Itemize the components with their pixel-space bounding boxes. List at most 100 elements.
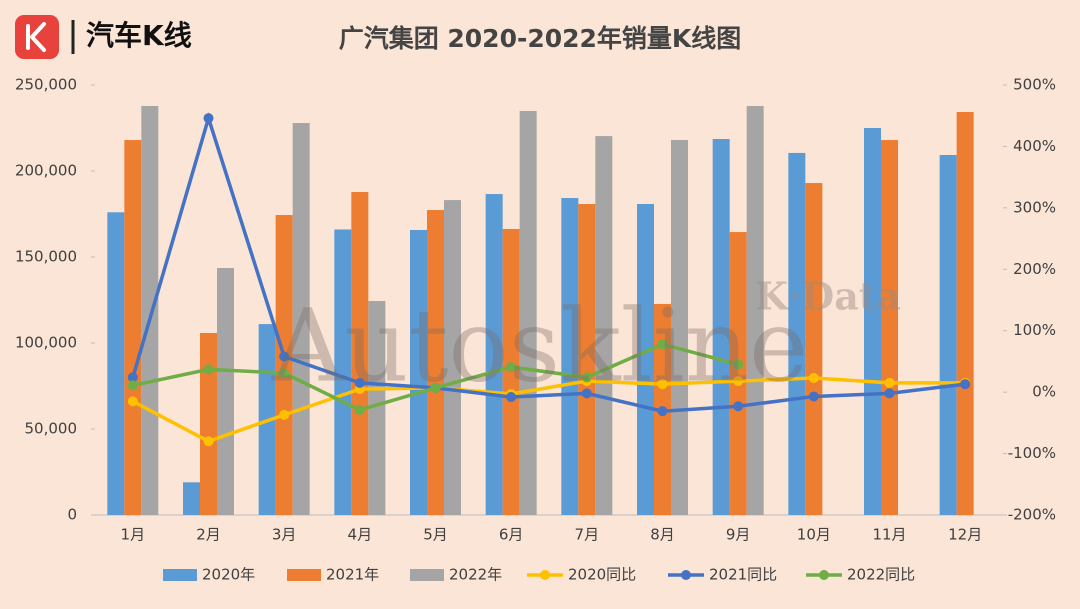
y2-tick-label: 100% bbox=[1013, 321, 1056, 339]
bar bbox=[637, 204, 654, 516]
x-tick-label: 6月 bbox=[499, 526, 524, 544]
y2-tick-label: -200% bbox=[1008, 506, 1056, 524]
watermark-sub: K·Data bbox=[755, 274, 901, 319]
bar bbox=[502, 228, 520, 516]
logo bbox=[15, 15, 75, 59]
x-tick-label: 10月 bbox=[797, 526, 831, 544]
line bbox=[132, 376, 966, 444]
point bbox=[657, 379, 668, 390]
point bbox=[279, 368, 290, 379]
bar bbox=[519, 110, 537, 516]
bar bbox=[881, 140, 898, 516]
legend-swatch bbox=[410, 569, 444, 581]
bar bbox=[200, 333, 217, 515]
bar bbox=[805, 183, 823, 516]
logo-box bbox=[15, 15, 59, 59]
point bbox=[960, 379, 971, 390]
x-tick-label: 11月 bbox=[872, 526, 906, 544]
bar bbox=[141, 105, 159, 515]
y-tick-label: 250,000 bbox=[15, 76, 77, 94]
point bbox=[354, 377, 365, 388]
watermark: Autoskline bbox=[271, 288, 808, 405]
chart-title: 广汽集团 2020-2022年销量K线图 bbox=[339, 24, 742, 53]
point bbox=[279, 351, 290, 362]
x-tick-label: 1月 bbox=[121, 526, 146, 544]
x-tick-label: 5月 bbox=[423, 526, 448, 544]
point bbox=[733, 376, 744, 387]
x-tick-label: 8月 bbox=[650, 526, 675, 544]
x-tick-label: 7月 bbox=[575, 526, 600, 544]
point bbox=[808, 391, 819, 402]
x-tick-label: 3月 bbox=[272, 526, 297, 544]
point bbox=[808, 373, 819, 384]
point bbox=[506, 392, 517, 403]
legend-label: 2021同比 bbox=[709, 566, 777, 584]
legend-swatch bbox=[287, 569, 321, 581]
bar bbox=[217, 268, 234, 515]
y2-tick-label: 400% bbox=[1013, 137, 1056, 155]
point bbox=[127, 380, 138, 391]
y-tick-label: 100,000 bbox=[15, 334, 77, 352]
point bbox=[203, 113, 214, 124]
bar bbox=[561, 198, 579, 515]
point bbox=[657, 339, 668, 350]
bar bbox=[368, 301, 386, 515]
point bbox=[506, 361, 517, 372]
point bbox=[581, 388, 592, 399]
y-tick-label: 50,000 bbox=[25, 420, 78, 438]
point bbox=[430, 382, 441, 393]
bar bbox=[292, 123, 310, 516]
bar bbox=[864, 128, 881, 515]
bar bbox=[956, 112, 974, 515]
brand: 汽车K线 bbox=[86, 19, 192, 52]
plot: 0 50,000 100,000 150,000 200,000 250,000 -200%… bbox=[15, 76, 1056, 584]
bar bbox=[410, 229, 427, 515]
y2-tick-label: 500% bbox=[1013, 76, 1056, 94]
bar bbox=[107, 212, 125, 515]
y-tick-label: 0 bbox=[67, 506, 77, 524]
bar bbox=[788, 152, 806, 515]
x-tick-label: 4月 bbox=[348, 526, 373, 544]
point bbox=[203, 436, 214, 447]
bar bbox=[275, 215, 293, 516]
x-tick-label: 9月 bbox=[726, 526, 751, 544]
bar bbox=[427, 210, 444, 515]
point bbox=[884, 388, 895, 399]
y2-tick-label: 0% bbox=[1032, 383, 1056, 401]
legend-label: 2022同比 bbox=[847, 566, 915, 584]
point bbox=[884, 377, 895, 388]
point bbox=[279, 409, 290, 420]
bar bbox=[595, 136, 613, 516]
y-tick-label: 150,000 bbox=[15, 248, 77, 266]
point bbox=[127, 396, 138, 407]
bar bbox=[334, 229, 352, 516]
point bbox=[127, 372, 138, 383]
legend-swatch-dot bbox=[681, 570, 691, 580]
bar bbox=[729, 232, 747, 515]
y2-tick-label: -100% bbox=[1008, 444, 1056, 462]
legend-label: 2020同比 bbox=[568, 566, 636, 584]
legend-swatch-dot bbox=[819, 570, 829, 580]
bar bbox=[351, 191, 369, 515]
bar bbox=[183, 482, 200, 515]
bar bbox=[578, 204, 596, 516]
point bbox=[733, 359, 744, 370]
y2-tick-label: 200% bbox=[1013, 260, 1056, 278]
legend-label: 2022年 bbox=[449, 566, 502, 584]
bar bbox=[444, 200, 461, 515]
legend-swatch bbox=[163, 569, 197, 581]
y-tick-label: 200,000 bbox=[15, 162, 77, 180]
y2-tick-label: 300% bbox=[1013, 198, 1056, 216]
bar bbox=[485, 194, 503, 515]
logo-k bbox=[26, 22, 46, 52]
legend-label: 2021年 bbox=[326, 566, 379, 584]
legend-label: 2020年 bbox=[202, 566, 255, 584]
bar bbox=[939, 155, 957, 515]
bar bbox=[712, 139, 730, 515]
bar bbox=[746, 105, 764, 515]
bar bbox=[671, 140, 688, 516]
line bbox=[131, 112, 966, 413]
x-tick-label: 2月 bbox=[196, 526, 221, 544]
